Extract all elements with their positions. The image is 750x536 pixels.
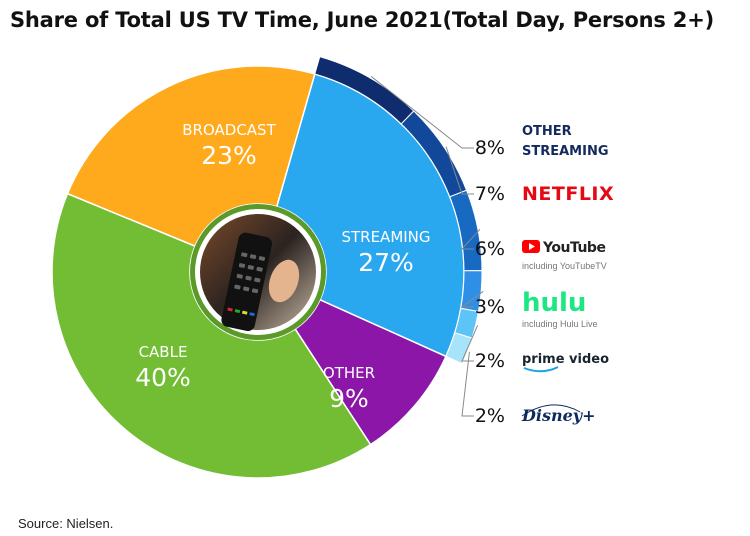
legend-value-youtube: 6% <box>475 238 505 260</box>
connector-other-streaming <box>370 75 474 149</box>
slice-name-other: OTHER <box>323 364 375 382</box>
legend-value-hulu: 3% <box>475 296 505 318</box>
slice-name-streaming: STREAMING <box>341 228 430 246</box>
pie-slices <box>51 65 465 479</box>
legend-label-netflix: NETFLIX <box>522 183 614 205</box>
prime-smile-icon <box>523 366 559 373</box>
legend-label-youtube: YouTube <box>542 240 605 256</box>
source-note: Source: Nielsen. <box>18 516 114 531</box>
chart-title: Share of Total US TV Time, June 2021(Tot… <box>10 8 715 32</box>
legend-label-hulu: hulu <box>522 288 586 318</box>
slice-labels: STREAMING 27% OTHER 9% CABLE 40% BROADCAST 23% <box>135 121 430 413</box>
legend-label-prime-video: prime video <box>522 352 609 367</box>
connector-netflix <box>445 146 474 195</box>
connector-youtube <box>460 228 481 250</box>
slice-value-other: 9% <box>329 384 369 413</box>
slice-value-streaming: 27% <box>358 248 414 277</box>
legend-sub-hulu: including Hulu Live <box>522 319 598 329</box>
legend-label-disney-: Disney+ <box>521 406 595 425</box>
legend-sub-youtube: including YouTubeTV <box>522 261 607 271</box>
slice-value-broadcast: 23% <box>201 141 257 170</box>
streaming-legend: 8% OTHER STREAMING 7% NETFLIX 6% YouTube includ… <box>370 75 614 427</box>
slice-value-cable: 40% <box>135 363 191 392</box>
legend-label-other-streaming-line2: STREAMING <box>522 144 609 159</box>
connector-disney- <box>461 351 474 417</box>
slice-name-broadcast: BROADCAST <box>182 121 276 139</box>
legend-label-other-streaming: OTHER <box>522 124 572 139</box>
legend-value-prime-video: 2% <box>475 350 505 372</box>
connector-prime-video <box>461 325 479 362</box>
legend-value-other-streaming: 8% <box>475 137 505 159</box>
slice-name-cable: CABLE <box>139 343 188 361</box>
ring-segment-disney- <box>445 332 473 365</box>
connector-hulu <box>460 290 484 308</box>
legend-value-disney-: 2% <box>475 405 505 427</box>
legend-value-netflix: 7% <box>475 183 505 205</box>
streaming-outer-ring <box>314 56 483 365</box>
disney-arc-icon <box>521 404 581 417</box>
center-photo <box>190 204 326 340</box>
